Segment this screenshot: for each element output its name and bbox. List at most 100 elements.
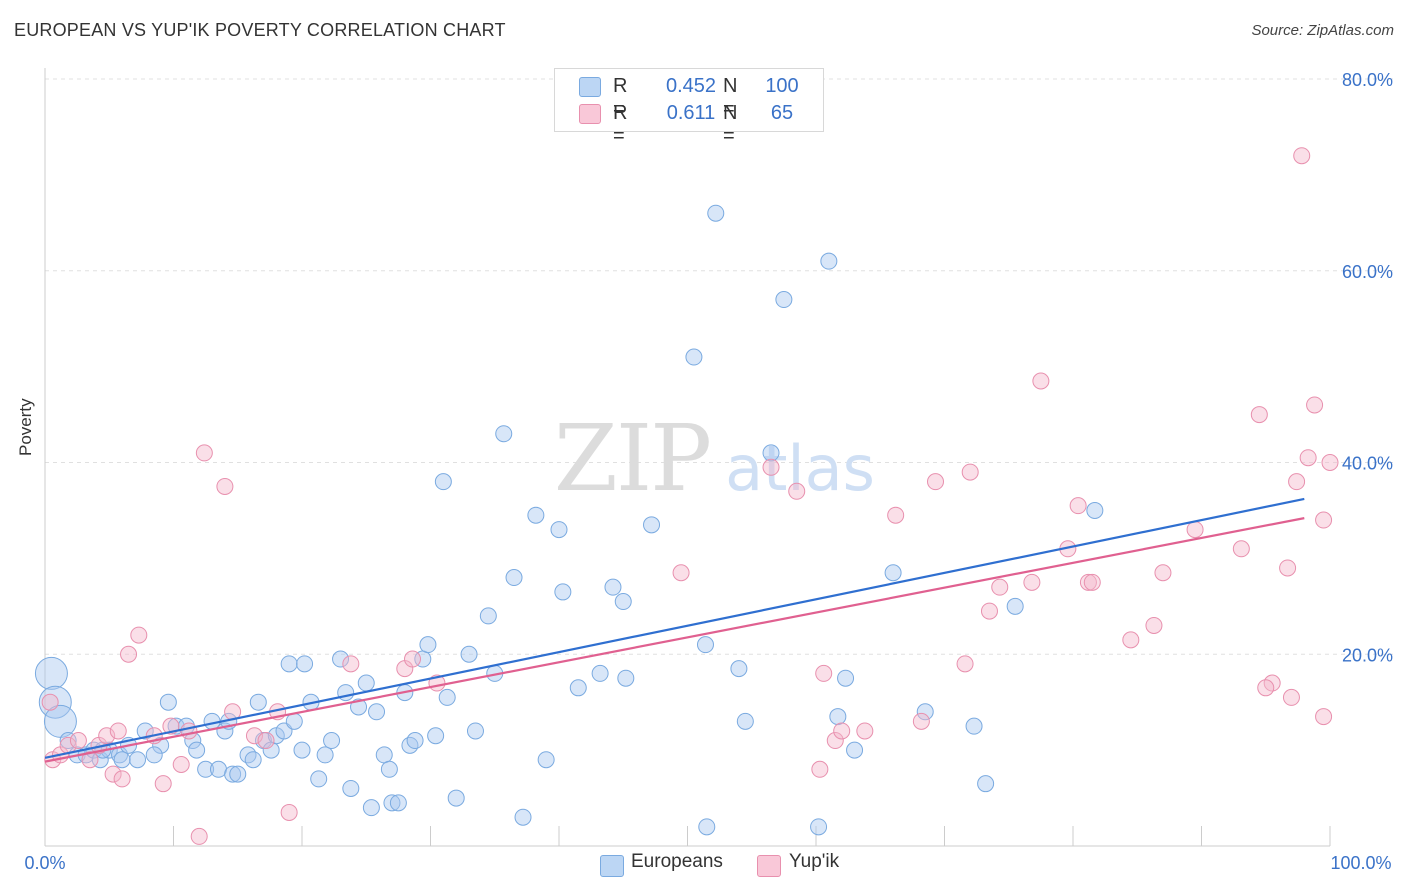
- european-point: [495, 425, 513, 443]
- legend-r-label: R =: [613, 102, 628, 147]
- european-point: [224, 765, 242, 783]
- y-tick-label: 80.0%: [1342, 70, 1393, 90]
- european-point: [244, 751, 262, 769]
- european-point: [438, 688, 456, 706]
- european-point: [401, 736, 419, 754]
- european-point: [837, 669, 855, 687]
- yupik-point: [672, 564, 690, 582]
- european-point: [113, 751, 131, 769]
- europeans-trend-line: [44, 497, 1305, 759]
- legend-n-value: 100: [765, 75, 799, 97]
- legend-n-label: N =: [723, 102, 738, 147]
- yupik-point: [1257, 679, 1275, 697]
- yupik-point: [1250, 406, 1268, 424]
- yupik-point: [833, 722, 851, 740]
- yupik-point: [956, 655, 974, 673]
- yupik-point: [1186, 521, 1204, 539]
- yupik-point: [1288, 473, 1306, 491]
- watermark-zip: ZIP: [554, 405, 710, 512]
- european-point: [614, 593, 632, 611]
- european-point: [775, 291, 793, 309]
- yupik-point: [980, 602, 998, 620]
- yupik-point: [1083, 573, 1101, 591]
- yupik-point: [1232, 540, 1250, 558]
- european-point: [375, 746, 393, 764]
- yupik-point: [104, 765, 122, 783]
- legend-swatch-europeans: [579, 77, 601, 97]
- yupik-point: [1032, 372, 1050, 390]
- european-point: [197, 760, 215, 778]
- yupik-point: [1023, 573, 1041, 591]
- european-point: [820, 252, 838, 270]
- yupik-point: [1299, 449, 1317, 467]
- yupik-point: [1279, 559, 1297, 577]
- european-point: [569, 679, 587, 697]
- european-point: [643, 516, 661, 534]
- yupik-point: [69, 732, 87, 750]
- european-point: [383, 794, 401, 812]
- european-point: [310, 770, 328, 788]
- european-point: [514, 808, 532, 826]
- european-point: [604, 578, 622, 596]
- yupik-point: [1145, 616, 1163, 634]
- european-point: [296, 655, 314, 673]
- yupik-point: [961, 463, 979, 481]
- european-point: [884, 564, 902, 582]
- yupik-point: [216, 477, 234, 495]
- european-point: [550, 521, 568, 539]
- european-point: [152, 736, 170, 754]
- yupik-point: [130, 626, 148, 644]
- european-point: [829, 708, 847, 726]
- yupik-point: [113, 770, 131, 788]
- legend-swatch-yupik: [579, 104, 601, 124]
- yupik-trend-line: [44, 517, 1305, 763]
- yupik-point: [856, 722, 874, 740]
- x-tick-label: 0.0%: [24, 853, 65, 873]
- european-point: [249, 693, 267, 711]
- legend-n-label: N =: [723, 75, 738, 120]
- european-point: [696, 636, 714, 654]
- yupik-point: [120, 645, 138, 663]
- yupik-point: [81, 751, 99, 769]
- bottom-legend-swatch-europeans: [600, 855, 624, 877]
- x-tick-label: 100.0%: [1330, 853, 1391, 873]
- source-label: Source: ZipAtlas.com: [1251, 22, 1394, 39]
- yupik-point: [41, 693, 59, 711]
- european-point: [460, 645, 478, 663]
- european-point: [380, 760, 398, 778]
- european-point: [293, 741, 311, 759]
- legend-r-value: 0.452: [665, 75, 717, 97]
- yupik-point: [1122, 631, 1140, 649]
- y-tick-label: 20.0%: [1342, 645, 1393, 665]
- y-axis-label: Poverty: [16, 398, 35, 456]
- european-point: [239, 746, 257, 764]
- yupik-point: [815, 664, 833, 682]
- yupik-point: [1293, 147, 1311, 165]
- european-point: [965, 717, 983, 735]
- european-point: [350, 698, 368, 716]
- yupik-point: [1079, 573, 1097, 591]
- european-point: [434, 473, 452, 491]
- european-point: [209, 760, 227, 778]
- yupik-point: [991, 578, 1009, 596]
- yupik-point: [109, 722, 127, 740]
- european-point: [419, 636, 437, 654]
- european-point: [280, 655, 298, 673]
- european-point: [730, 660, 748, 678]
- european-point: [59, 732, 77, 750]
- european-point: [762, 444, 780, 462]
- european-point: [188, 741, 206, 759]
- european-point: [554, 583, 572, 601]
- yupik-point: [1154, 564, 1172, 582]
- european-point: [285, 712, 303, 730]
- yupik-point: [1315, 511, 1333, 529]
- european-point: [916, 703, 934, 721]
- european-point: [332, 650, 350, 668]
- legend-n-value: 65: [770, 102, 794, 124]
- yupik-point: [1315, 708, 1333, 726]
- european-point: [229, 765, 247, 783]
- european-point: [342, 779, 360, 797]
- yupik-point: [1321, 454, 1339, 471]
- european-point: [136, 722, 154, 740]
- european-point: [617, 669, 635, 687]
